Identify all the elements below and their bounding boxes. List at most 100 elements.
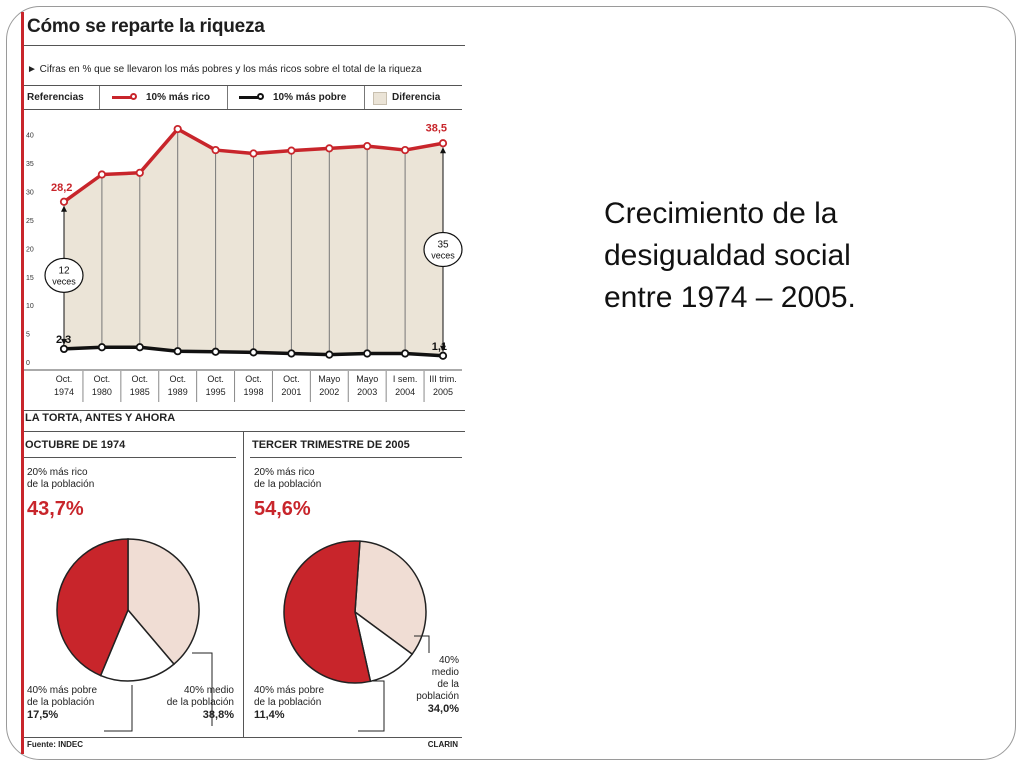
x-tick-label: 1998 (243, 387, 263, 397)
pie-left-rich-value: 43,7% (27, 498, 84, 520)
pie-right-rich-label-line: de la población (254, 479, 322, 490)
x-tick-label: 1985 (130, 387, 150, 397)
section-rule (24, 410, 465, 411)
data-point-rich (287, 146, 296, 155)
figure-title: Cómo se reparte la riqueza (27, 16, 265, 37)
x-tick-label: III trim. (429, 374, 457, 384)
y-tick-label: 40 (26, 133, 34, 140)
x-tick-label: 1995 (206, 387, 226, 397)
pie-right-mid-label-line: población (416, 691, 459, 702)
data-point-poor (173, 347, 182, 356)
data-point-poor (249, 348, 258, 357)
y-tick-label: 20 (26, 246, 34, 253)
pie-right-mid-label-line: medio (431, 667, 459, 678)
data-point-poor (325, 350, 334, 359)
pies-rule (24, 431, 465, 432)
pie-left-rich-label-line: 20% más rico (27, 467, 88, 478)
line-chart: 051015202530354028,238,52,31,112veces35v… (24, 122, 463, 402)
pie-right-title: TERCER TRIMESTRE DE 2005 (252, 439, 410, 451)
pie-right-mid-value: 34,0% (427, 703, 459, 715)
y-tick-label: 15 (26, 275, 34, 282)
legend-rich-marker (130, 93, 137, 100)
pie-2005-slice-0 (354, 540, 427, 656)
callout-1974-word: veces (52, 276, 76, 286)
legend-diff-swatch (373, 92, 387, 105)
data-point-poor (211, 347, 220, 356)
leader-2005-poor (358, 680, 385, 732)
callout-1974-arrowhead (61, 338, 67, 345)
y-tick-label: 5 (26, 332, 30, 339)
pie-2005-slice-2 (283, 540, 372, 684)
pies-divider (243, 431, 244, 737)
data-point-poor (400, 349, 410, 358)
x-tick-label: Oct. (132, 374, 149, 384)
legend: Referencias 10% más rico 10% más pobre D… (24, 85, 462, 110)
pie-left-mid-value: 38,8% (202, 709, 234, 721)
pie-right-rich-value: 54,6% (254, 498, 311, 520)
figure-subtitle: ► Cifras en % que se llevaron los más po… (27, 64, 422, 75)
y-tick-label: 30 (26, 190, 34, 197)
x-tick-label: Oct. (56, 374, 73, 384)
data-point-poor (97, 343, 107, 352)
x-tick-label: 2001 (281, 387, 301, 397)
data-point-rich (325, 144, 334, 153)
data-point-rich (59, 197, 69, 206)
y-tick-label: 0 (26, 360, 30, 367)
x-tick-label: Oct. (245, 374, 262, 384)
pie-left-poor-value: 17,5% (27, 709, 59, 721)
x-tick-label: 1974 (54, 387, 74, 397)
legend-divider (99, 86, 100, 109)
caption-line: Crecimiento de la (604, 197, 838, 230)
data-point-rich (211, 145, 220, 155)
pie-right-rich-label-line: 20% más rico (254, 467, 315, 478)
callout-2005-number: 35 (437, 240, 449, 251)
pie-right-poor-label-line: de la población (254, 697, 322, 708)
footer: Fuente: INDEC CLARIN (24, 737, 462, 752)
title-rule (24, 45, 465, 46)
data-label-rich-2005: 38,5 (426, 122, 447, 134)
data-point-rich (135, 168, 144, 177)
caption-line: entre 1974 – 2005. (604, 281, 856, 314)
callout-2005-arrowhead (440, 345, 446, 352)
data-point-rich (400, 145, 410, 155)
data-point-rich (363, 141, 372, 151)
leader-1974-poor (104, 685, 133, 732)
callout-2005-bubble (423, 231, 463, 268)
y-tick-label: 25 (26, 218, 34, 225)
data-point-poor (438, 351, 448, 360)
pie-left-poor-label: 40% más pobre de la población 17,5% (27, 685, 97, 721)
data-point-rich (438, 139, 448, 148)
pie-left-mid-label-line: de la población (166, 697, 234, 708)
leader-1974-mid (192, 652, 213, 726)
pie-left-poor-label-line: 40% más pobre (27, 685, 98, 696)
pie-right-mid-label-line: de la (437, 679, 459, 690)
callout-1974-number: 12 (58, 265, 70, 276)
legend-divider (227, 86, 228, 109)
footer-source: Fuente: INDEC (27, 740, 83, 749)
pie-left-poor-label-line: de la población (27, 697, 95, 708)
data-label-rich-1974: 28,2 (51, 182, 72, 194)
x-tick-label: 1980 (92, 387, 112, 397)
data-point-rich (173, 124, 182, 134)
pie-right-mid-label-line: 40% (438, 655, 459, 666)
x-tick-label: 2004 (395, 387, 415, 397)
x-tick-label: 2003 (357, 387, 377, 397)
x-tick-label: I sem. (393, 374, 418, 384)
callout-1974-arrowhead (61, 205, 67, 212)
legend-label: Referencias (27, 92, 84, 103)
x-tick-label: 2005 (433, 387, 453, 397)
legend-poor-label: 10% más pobre (273, 92, 347, 103)
pie-right-poor-label: 40% más pobre de la población 11,4% (254, 685, 324, 721)
x-tick-label: Oct. (207, 374, 224, 384)
x-tick-label: Oct. (283, 374, 300, 384)
callout-2005-word: veces (431, 251, 455, 261)
x-tick-label: Mayo (318, 374, 340, 384)
slide-caption: Crecimiento de la desigualdad social ent… (604, 193, 984, 319)
legend-rich-line (112, 96, 134, 99)
y-tick-label: 10 (26, 303, 34, 310)
slide-frame (6, 6, 1016, 760)
legend-rich-label: 10% más rico (146, 92, 210, 103)
legend-divider (364, 86, 365, 109)
pie-right-rich-label: 20% más rico de la población (254, 467, 321, 491)
callout-1974-bubble (44, 257, 84, 293)
